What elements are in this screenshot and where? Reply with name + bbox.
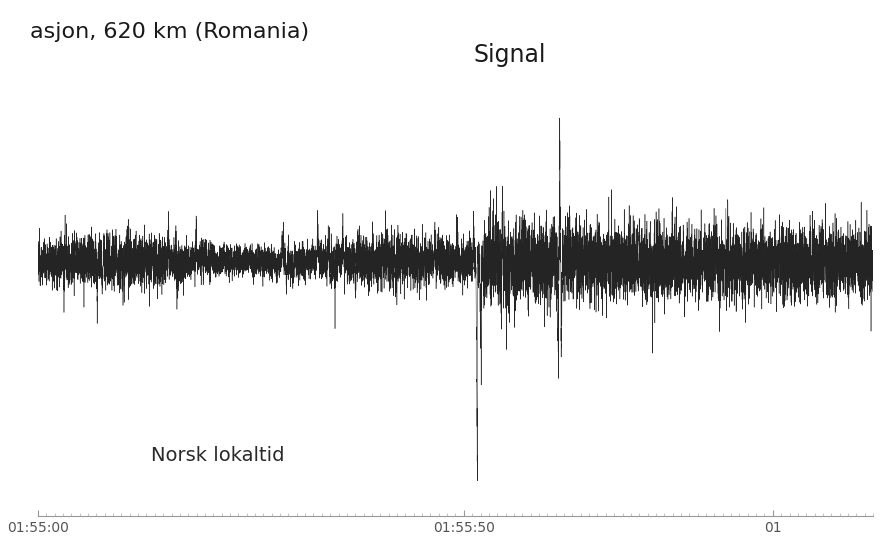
Text: asjon, 620 km (Romania): asjon, 620 km (Romania)	[30, 22, 309, 42]
Text: Norsk lokaltid: Norsk lokaltid	[150, 446, 284, 464]
Text: Signal: Signal	[473, 42, 546, 67]
